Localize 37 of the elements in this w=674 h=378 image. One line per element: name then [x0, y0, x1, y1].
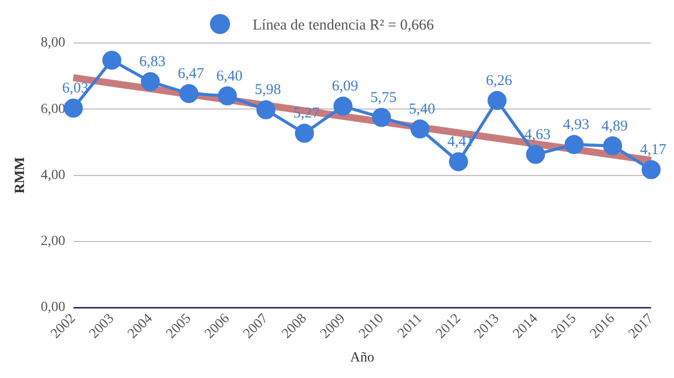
point: [64, 98, 83, 118]
point: [256, 100, 276, 120]
y-tick-label: 6,00: [40, 102, 66, 117]
point: [449, 152, 468, 172]
point: [603, 136, 622, 156]
data-label: 4,17: [640, 142, 667, 158]
y-axis-title: RMM: [13, 156, 28, 194]
point: [526, 144, 546, 164]
point: [218, 86, 237, 106]
x-tick-label: 2011: [395, 311, 426, 342]
point: [642, 160, 661, 180]
data-label: 6,26: [486, 72, 513, 89]
point: [179, 84, 198, 104]
x-axis-title: Año: [350, 350, 374, 366]
y-tick-label: 0,00: [40, 300, 66, 316]
point: [102, 50, 122, 70]
point: [488, 91, 507, 110]
data-label: 6,83: [139, 54, 166, 70]
data-label: 6,40: [216, 68, 243, 84]
point: [410, 119, 430, 138]
y-tick-label: 2,00: [40, 234, 66, 250]
point: [372, 108, 391, 127]
point: [564, 135, 584, 154]
point: [140, 72, 160, 92]
data-label: 4,63: [524, 126, 551, 143]
y-tick-label: 4,00: [40, 168, 66, 183]
text: Línea de tendencia R² = 0,666: [252, 17, 434, 34]
data-label: 4,89: [601, 118, 628, 134]
data-label: 5,75: [370, 90, 397, 106]
data-label: 5,40: [408, 101, 436, 118]
data-label: 6,09: [332, 78, 358, 95]
point: [294, 124, 314, 143]
data-label: 6,47: [178, 66, 204, 82]
data-label: 5,98: [254, 82, 282, 98]
y-tick-label: 8,00: [40, 36, 66, 51]
data-label: 4,93: [562, 116, 590, 133]
point: [333, 96, 352, 116]
